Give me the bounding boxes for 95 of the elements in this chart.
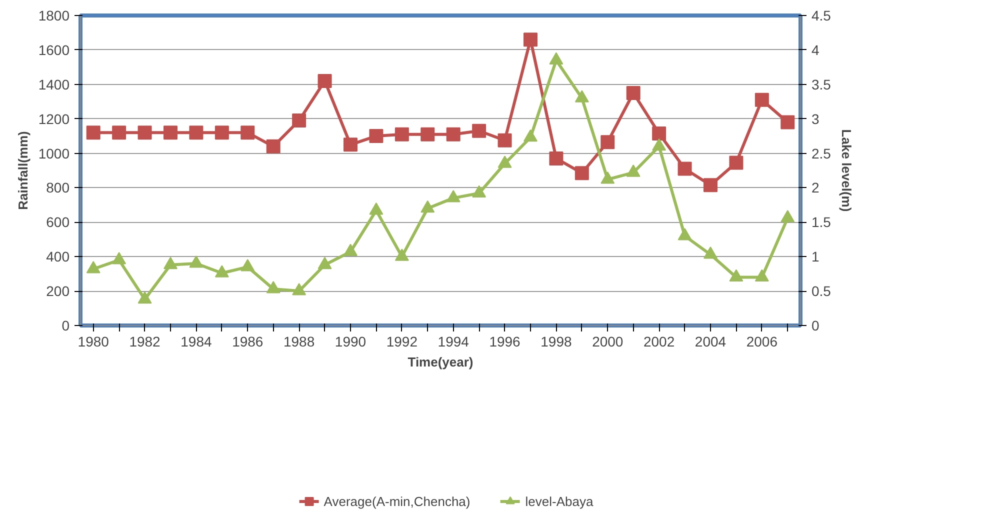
point	[754, 92, 769, 107]
point	[574, 166, 589, 180]
y2-tick-label: 2	[812, 180, 820, 196]
point	[240, 258, 255, 272]
point	[652, 138, 666, 151]
point	[626, 164, 640, 177]
x-tick-label: 2004	[694, 334, 726, 350]
y2-tick-label: 0	[812, 318, 820, 334]
x-axis-title: Time(year)	[408, 354, 474, 370]
x-tick-label: 2002	[644, 334, 675, 350]
point	[318, 256, 332, 270]
point	[369, 129, 384, 144]
point	[86, 261, 100, 274]
point	[369, 202, 384, 215]
y2-tick-label: 3.5	[812, 76, 832, 92]
y-tick-label: 0	[62, 318, 70, 334]
point	[164, 126, 178, 140]
y2-tick-label: 3	[812, 110, 820, 127]
y2-tick-label: 1	[812, 248, 820, 265]
x-tick-label: 1980	[78, 334, 110, 350]
y2-tick-label: 1.5	[812, 214, 832, 230]
point	[446, 190, 460, 202]
point	[189, 255, 204, 268]
point	[394, 248, 409, 261]
point	[189, 126, 204, 140]
y-axis-title: Rainfall(mm)	[15, 131, 30, 210]
y-tick-label: 1200	[38, 110, 70, 127]
x-tick-label: 1994	[438, 334, 470, 350]
point	[472, 124, 486, 138]
point	[780, 115, 795, 130]
x-tick-label: 1990	[334, 334, 366, 350]
x-tick-label: 1996	[489, 334, 521, 350]
point	[704, 246, 718, 259]
y-tick-label: 200	[46, 283, 70, 300]
y2-tick-label: 0.5	[812, 283, 832, 300]
point	[240, 126, 255, 140]
y2-tick-label: 4	[812, 42, 820, 58]
point	[524, 32, 538, 47]
x-tick-label: 1982	[129, 334, 161, 350]
x-tick-label: 1988	[284, 334, 315, 350]
point	[678, 228, 692, 240]
point	[214, 265, 229, 278]
point	[498, 156, 512, 168]
y2-tick-label: 4.5	[812, 8, 832, 24]
point	[138, 291, 152, 304]
x-tick-label: 1998	[540, 334, 572, 350]
point	[472, 185, 486, 198]
y-tick-label: 1600	[38, 42, 70, 58]
point	[574, 90, 589, 102]
y2-tick-label: 2.5	[812, 145, 832, 162]
y-tick-label: 1000	[38, 145, 70, 162]
point	[549, 151, 564, 166]
y-tick-label: 1400	[38, 76, 70, 92]
point	[498, 133, 512, 148]
point	[524, 129, 538, 142]
legend-label: level-Abaya	[525, 494, 594, 508]
point	[112, 252, 126, 264]
x-tick-label: 2006	[746, 334, 778, 350]
point	[549, 52, 564, 65]
point	[138, 126, 152, 140]
point	[729, 269, 744, 282]
y-tick-label: 1800	[38, 8, 70, 24]
point	[704, 178, 718, 192]
point	[652, 126, 666, 140]
point	[754, 269, 769, 282]
point	[344, 138, 358, 152]
point	[266, 139, 280, 154]
point	[420, 200, 435, 213]
point	[164, 256, 178, 270]
point	[729, 156, 744, 170]
x-tick-label: 1992	[386, 334, 418, 350]
y-tick-label: 400	[46, 248, 70, 265]
point	[600, 135, 615, 150]
point	[446, 127, 460, 142]
x-tick-label: 1986	[232, 334, 264, 350]
y-tick-label: 800	[46, 180, 70, 196]
point	[112, 126, 126, 140]
point	[780, 210, 795, 222]
point	[600, 171, 615, 184]
point	[318, 74, 332, 88]
point	[394, 127, 409, 142]
x-tick-label: 1984	[180, 334, 212, 350]
y2-axis-title: Lake level(m)	[838, 129, 854, 212]
point	[678, 162, 692, 176]
point	[292, 114, 306, 128]
point	[266, 280, 280, 294]
x-tick-label: 2000	[592, 334, 624, 350]
y-tick-label: 600	[46, 214, 70, 230]
point	[292, 283, 306, 296]
legend-label: Average(A-min,Chencha)	[324, 494, 470, 508]
point	[344, 244, 358, 256]
point	[626, 86, 640, 100]
point	[214, 126, 229, 140]
point	[420, 127, 435, 142]
point	[86, 126, 100, 140]
